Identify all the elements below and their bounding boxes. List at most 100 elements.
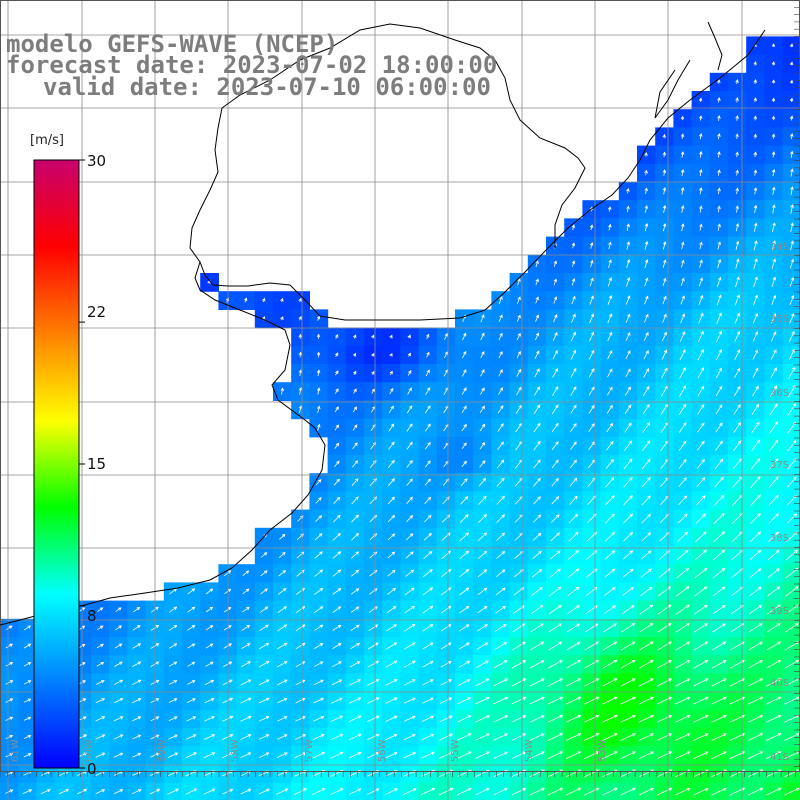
wind-cell (109, 618, 128, 638)
wind-cell (18, 637, 37, 656)
wind-arrow (675, 787, 691, 796)
wind-cell (746, 418, 765, 438)
wind-arrow (711, 641, 727, 651)
wind-cell (509, 582, 529, 602)
wind-cell (691, 473, 711, 492)
wind-arrow (367, 752, 380, 759)
wind-arrow (696, 477, 706, 488)
wind-arrow (678, 495, 688, 506)
wind-cell (527, 564, 547, 583)
wind-arrow (606, 422, 614, 433)
wind-cell (436, 473, 456, 492)
wind-arrow (568, 513, 579, 524)
wind-arrow (387, 496, 395, 505)
wind-arrow (552, 331, 558, 341)
wind-arrow (768, 494, 779, 506)
wind-arrow (711, 714, 727, 723)
wind-arrow (205, 661, 214, 667)
wind-arrow (675, 678, 691, 687)
wind-cell (345, 509, 365, 529)
wind-arrow (535, 260, 539, 268)
wind-arrow (771, 186, 776, 195)
wind-cell (600, 382, 620, 401)
wind-cell (637, 546, 656, 565)
wind-arrow (786, 476, 797, 488)
wind-arrow (461, 460, 467, 468)
wind-cell (473, 564, 492, 583)
wind-cell (382, 509, 401, 529)
wind-arrow (493, 715, 509, 723)
wind-arrow (547, 714, 564, 723)
wind-arrow (258, 661, 270, 668)
wind-arrow (680, 186, 685, 195)
wind-cell (455, 600, 474, 620)
wind-arrow (440, 679, 453, 686)
wind-arrow (693, 696, 709, 705)
wind-arrow (767, 549, 780, 561)
wind-arrow (787, 458, 797, 470)
wind-arrow (676, 549, 689, 561)
wind-arrow (570, 404, 577, 414)
wind-cell (491, 637, 511, 656)
wind-arrow (750, 513, 761, 524)
wind-cell (564, 382, 583, 401)
wind-arrow (622, 550, 634, 560)
wind-cell (491, 582, 511, 602)
wind-cell (364, 345, 383, 365)
wind-cell (182, 637, 201, 656)
wind-cell (728, 564, 747, 583)
wind-arrow (753, 97, 757, 103)
wind-cell (109, 637, 128, 656)
wind-arrow (641, 513, 652, 524)
wind-cell (309, 491, 329, 511)
wind-arrow (240, 752, 252, 758)
wind-arrow (566, 660, 582, 669)
wind-arrow (735, 115, 739, 121)
wind-cell (382, 600, 401, 620)
wind-arrow (477, 569, 488, 578)
wind-arrow (23, 735, 32, 740)
wind-cell (728, 582, 747, 602)
wind-arrow (625, 350, 631, 360)
wind-arrow (676, 567, 690, 579)
wind-arrow (662, 133, 666, 139)
wind-arrow (224, 606, 232, 613)
wind-arrow (402, 788, 417, 796)
wind-arrow (717, 151, 721, 158)
wind-arrow (787, 421, 797, 434)
wind-arrow (496, 532, 506, 541)
wind-arrow (533, 477, 541, 487)
wind-cell (764, 364, 784, 383)
wind-arrow (330, 788, 344, 795)
wind-cell (18, 673, 37, 693)
wind-cell (746, 637, 765, 656)
wind-arrow (132, 643, 142, 649)
wind-cell (546, 455, 565, 474)
wind-cell (618, 546, 638, 565)
wind-arrow (533, 404, 541, 415)
wind-arrow (516, 368, 522, 377)
longitude-label: 59W (157, 739, 168, 762)
wind-cell (382, 418, 401, 438)
wind-arrow (751, 421, 760, 434)
wind-arrow (639, 604, 654, 615)
wind-cell (655, 582, 674, 602)
wind-arrow (295, 587, 306, 595)
wind-arrow (240, 715, 252, 722)
wind-arrow (475, 715, 491, 723)
wind-arrow (351, 496, 359, 505)
wind-arrow (547, 733, 564, 741)
wind-arrow (784, 623, 800, 633)
wind-arrow (478, 477, 487, 487)
wind-cell (637, 418, 656, 438)
wind-arrow (480, 387, 485, 395)
wind-arrow (95, 716, 106, 722)
latitude-label: 41S (770, 752, 789, 763)
wind-arrow (511, 660, 527, 669)
wind-cell (418, 473, 438, 492)
wind-cell (291, 509, 310, 529)
wind-arrow (771, 276, 777, 288)
wind-arrow (695, 531, 707, 543)
wind-arrow (657, 678, 673, 687)
wind-arrow (717, 169, 721, 176)
